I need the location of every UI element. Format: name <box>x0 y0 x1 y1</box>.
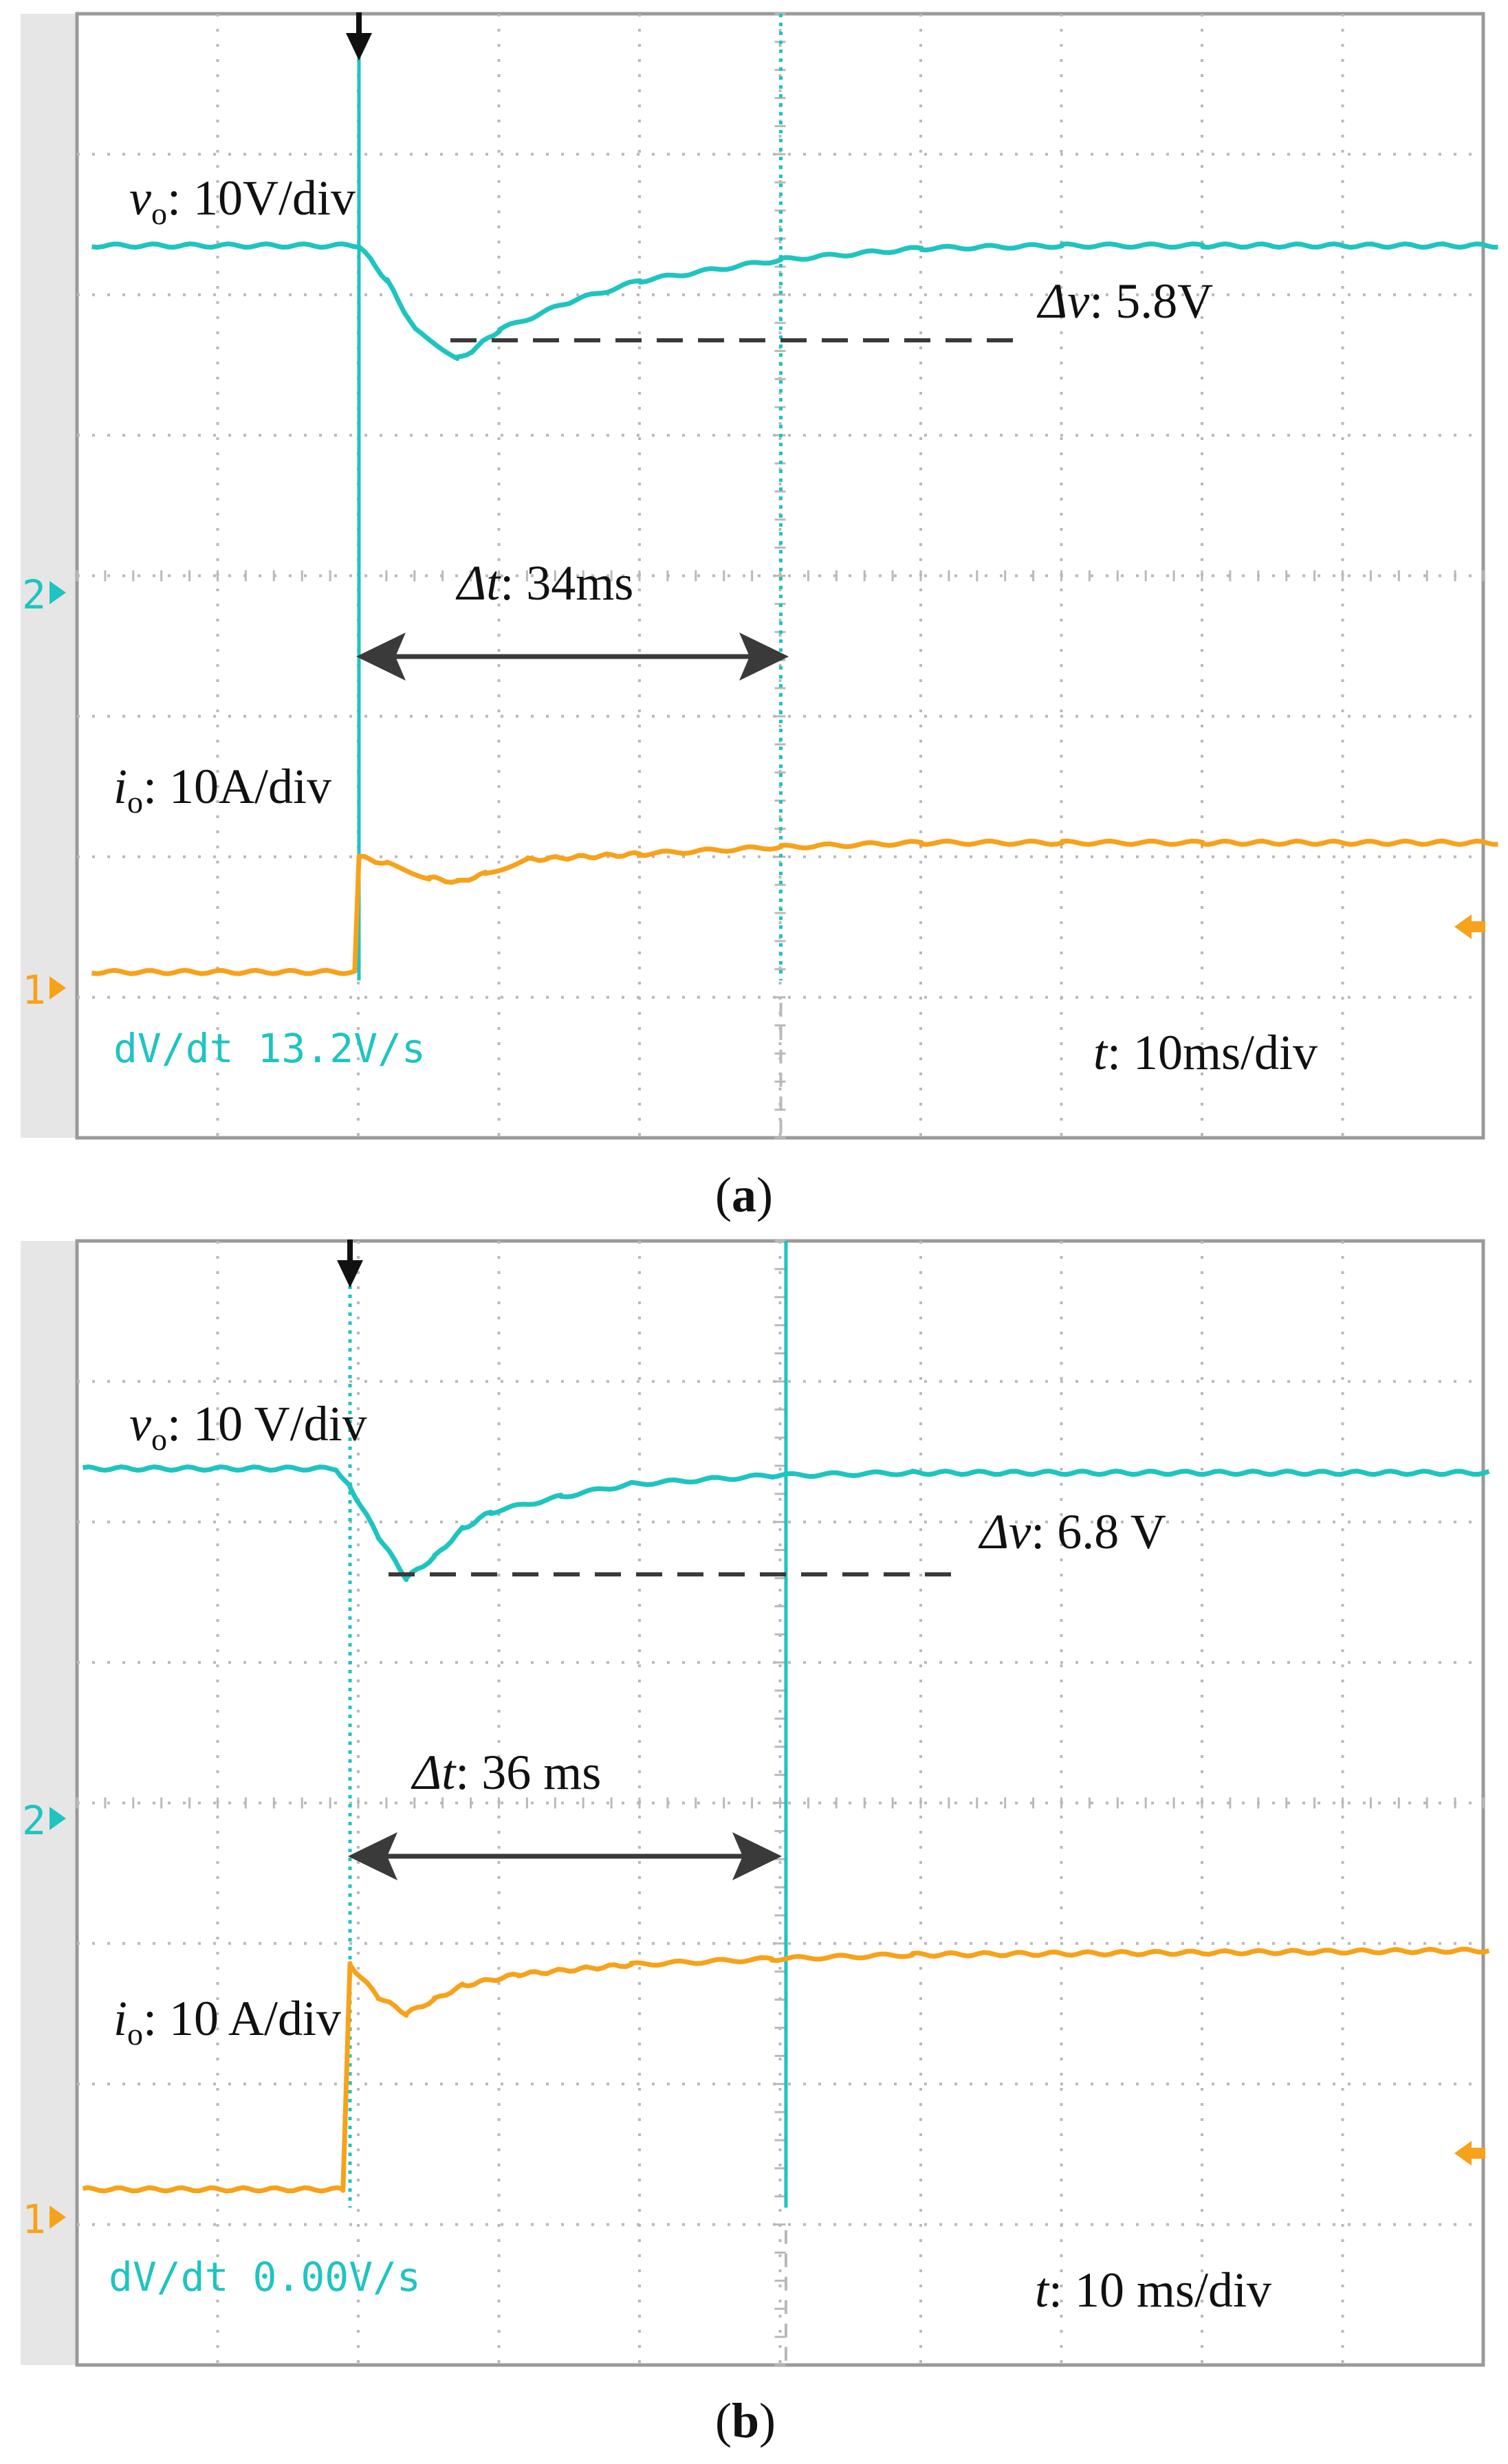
panel-b-side-strip <box>21 1241 77 2365</box>
delta-t-arrow-right-icon <box>739 632 789 681</box>
channel-1-marker: 1 <box>22 967 66 1013</box>
channel-1-marker-label: 1 <box>22 967 46 1013</box>
scope-panel-b: 2 1 vo: 10 V/div Δv: 6.8 V Δt: 36 ms io:… <box>21 1239 1490 2367</box>
trigger-marker-icon <box>346 12 372 60</box>
io-scale-label: io: 10 A/div <box>113 1991 341 2052</box>
channel-2-marker-arrow <box>50 1807 66 1830</box>
channel-2-marker: 2 <box>22 571 66 618</box>
panel-a-traces <box>91 14 1498 1138</box>
time-scale-label: t: 10ms/div <box>1093 1025 1318 1080</box>
caption-b: (b) <box>715 2393 776 2448</box>
panel-a-side-strip <box>21 14 77 1138</box>
panel-b-traces <box>82 1241 1490 2365</box>
scope-readout: dV/dt 0.00V/s <box>109 2254 421 2300</box>
channel-1-marker: 1 <box>22 2196 66 2243</box>
channel-1-marker-arrow <box>50 2206 66 2229</box>
channel-1-marker-label: 1 <box>22 2196 46 2243</box>
offset-marker-right-icon <box>1454 2141 1485 2166</box>
trace-io <box>82 1946 1490 2194</box>
delta-v-label: Δv: 6.8 V <box>978 1504 1166 1559</box>
delta-t-arrow-left-icon <box>348 1832 397 1880</box>
scope-panel-a: 2 1 vo: 10V/div Δv: 5.8V Δt: 34ms io: 10… <box>21 12 1498 1140</box>
delta-t-arrow-right-icon <box>732 1832 782 1880</box>
vo-scale-label: vo: 10V/div <box>129 170 356 231</box>
panel-b-grid <box>76 1240 1485 2366</box>
trace-vo <box>82 1464 1490 1583</box>
channel-2-marker: 2 <box>22 1797 66 1844</box>
scope-readout: dV/dt 13.2V/s <box>113 1025 426 1072</box>
offset-marker-right-icon <box>1454 914 1485 939</box>
channel-2-marker-label: 2 <box>22 571 46 618</box>
caption-a: (a) <box>715 1167 773 1222</box>
time-scale-label: t: 10 ms/div <box>1035 2263 1271 2318</box>
delta-t-label: Δt: 34ms <box>455 556 633 610</box>
delta-t-label: Δt: 36 ms <box>411 1745 601 1800</box>
trace-io <box>91 838 1498 976</box>
channel-2-marker-label: 2 <box>22 1797 46 1844</box>
trace-vo <box>91 241 1498 362</box>
channel-2-marker-arrow <box>50 581 66 604</box>
vo-scale-label: vo: 10 V/div <box>129 1396 367 1457</box>
channel-1-marker-arrow <box>50 976 66 1000</box>
io-scale-label: io: 10A/div <box>113 759 331 820</box>
trigger-marker-icon <box>337 1240 363 1288</box>
delta-v-label: Δv: 5.8V <box>1036 274 1213 329</box>
delta-t-arrow-left-icon <box>356 632 406 681</box>
